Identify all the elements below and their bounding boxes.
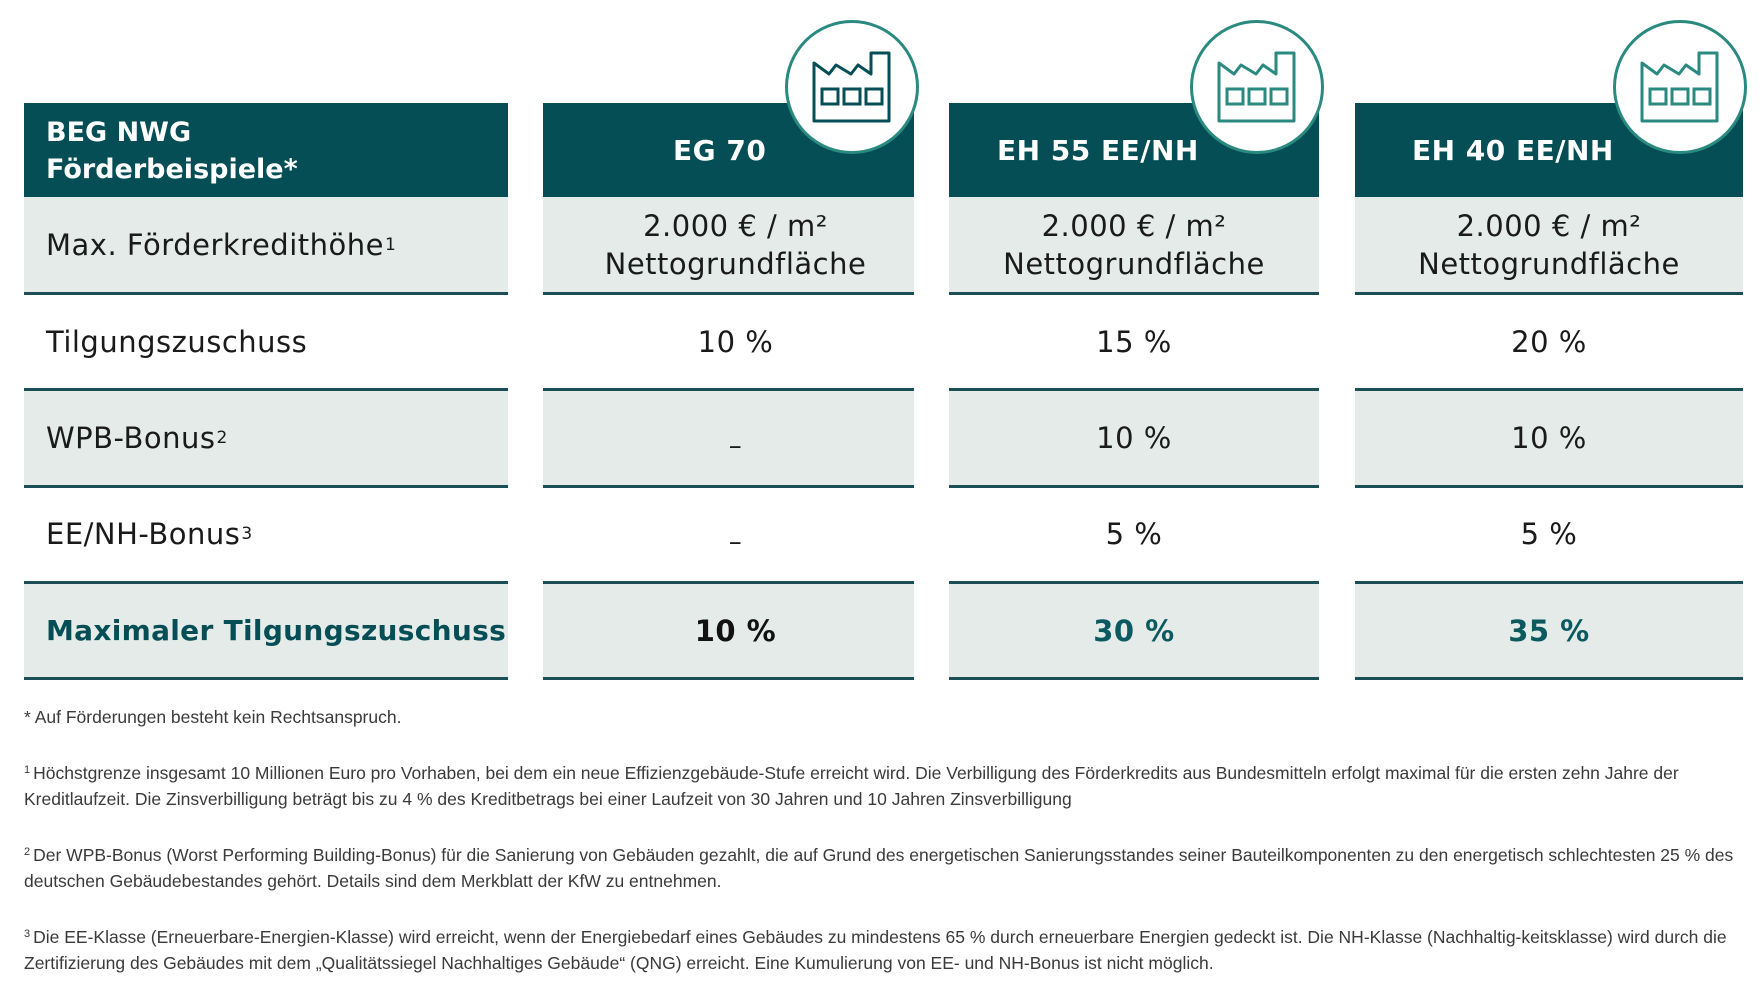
footnote-marker: 1 [24,764,31,776]
cell-value: – [728,527,743,558]
table-cell-total: 10 % [543,583,914,681]
footnote-1: 1 Höchstgrenze insgesamt 10 Millionen Eur… [24,757,1744,812]
table-cell: 2.000 € / m² Nettogrundfläche [1355,197,1743,295]
footnote-ref: 1 [384,234,397,255]
table-title: BEG NWG Förderbeispiele* [24,103,508,197]
factory-badge-eh-55 [1190,20,1324,154]
factory-icon [1640,51,1719,123]
footnote-disclaimer: * Auf Förderungen besteht kein Rechtsans… [24,704,1744,730]
column-header-label: EH 55 EE/NH [997,133,1199,167]
cell-value: Nettogrundfläche [1418,246,1680,281]
column-eh-40-ee-nh: EH 40 EE/NH 2.000 € / m² Nettogrundfläche… [1355,103,1743,681]
row-label-text: Max. Förderkredithöhe [46,227,384,262]
row-label-text: EE/NH-Bonus [46,517,241,552]
cell-value: 10 % [1096,420,1172,455]
label-column: BEG NWG Förderbeispiele* Max. Förderkred… [24,103,508,681]
table-cell: 10 % [1355,391,1743,488]
table-title-line2: Förderbeispiele* [46,154,298,185]
footnote-ref: 2 [216,427,228,448]
table-cell: 5 % [1355,488,1743,584]
cell-value: 15 % [1096,324,1172,359]
table-cell: 5 % [949,488,1319,584]
cell-value: 10 % [1511,420,1587,455]
column-eg-70: EG 70 2.000 € / m² Nettogrundfläche 10 % … [543,103,914,681]
row-label-text: Maximaler Tilgungszuschuss [46,614,507,648]
table-cell: 2.000 € / m² Nettogrundfläche [949,197,1319,295]
row-label-text: Tilgungszuschuss [46,324,308,359]
footnote-marker: * [24,707,31,727]
row-label-max-foerderkredithoehe: Max. Förderkredithöhe 1 [24,197,508,295]
table-cell: 15 % [949,295,1319,392]
cell-value: 10 % [694,613,777,648]
row-label-text: WPB-Bonus [46,420,216,455]
row-label-ee-nh-bonus: EE/NH-Bonus 3 [24,488,508,584]
table-cell-total: 30 % [949,583,1319,681]
factory-icon [1217,51,1296,123]
footnote-marker: 2 [24,846,31,858]
cell-value: Nettogrundfläche [604,246,867,281]
footnote-text: Die EE-Klasse (Erneuerbare-Energien-Klas… [24,927,1727,973]
cell-value: – [728,430,743,461]
footnote-marker: 3 [24,928,31,940]
column-header-label: EG 70 [673,133,767,167]
row-label-wpb-bonus: WPB-Bonus 2 [24,391,508,488]
table-cell-total: 35 % [1355,583,1743,681]
cell-value: 5 % [1105,517,1163,552]
cell-value: 5 % [1520,517,1578,552]
cell-value: 10 % [697,324,774,359]
footnote-2: 2 Der WPB-Bonus (Worst Performing Buildin… [24,839,1744,894]
cell-value: 20 % [1511,324,1587,359]
factory-icon [812,51,891,123]
table-cell: 10 % [543,295,914,392]
column-eh-55-ee-nh: EH 55 EE/NH 2.000 € / m² Nettogrundfläche… [949,103,1319,681]
factory-badge-eg-70 [785,20,919,154]
factory-badge-eh-40 [1613,20,1747,154]
cell-value: 2.000 € / m² [643,208,828,243]
footnote-text: Auf Förderungen besteht kein Rechtsanspr… [34,707,402,727]
table-cell: 10 % [949,391,1319,488]
footnote-ref: 3 [241,524,253,545]
table-cell: 20 % [1355,295,1743,392]
cell-value: 2.000 € / m² [1456,208,1642,243]
column-header: EH 40 EE/NH [1355,103,1743,197]
footnote-text: Höchstgrenze insgesamt 10 Millionen Euro… [24,763,1679,809]
cell-value: Nettogrundfläche [1003,246,1265,281]
table-title-line1: BEG NWG [46,117,192,148]
table-cell: – [543,391,914,488]
cell-value: 2.000 € / m² [1041,208,1227,243]
cell-value: 30 % [1093,613,1175,648]
column-header-label: EH 40 EE/NH [1412,133,1614,167]
row-label-tilgungszuschuss: Tilgungszuschuss [24,295,508,392]
table-cell: 2.000 € / m² Nettogrundfläche [543,197,914,295]
footnotes: * Auf Förderungen besteht kein Rechtsans… [24,704,1744,976]
cell-value: 35 % [1508,613,1590,648]
table-cell: – [543,488,914,584]
row-label-maximaler-tilgungszuschuss: Maximaler Tilgungszuschuss [24,583,508,681]
footnote-3: 3 Die EE-Klasse (Erneuerbare-Energien-Kla… [24,921,1744,976]
footnote-text: Der WPB-Bonus (Worst Performing Building… [24,845,1734,891]
